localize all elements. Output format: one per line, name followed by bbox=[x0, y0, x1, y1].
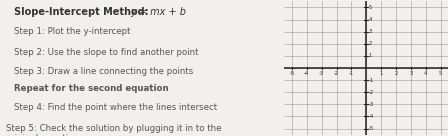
Text: -3: -3 bbox=[369, 102, 374, 107]
Text: Step 2: Use the slope to find another point: Step 2: Use the slope to find another po… bbox=[14, 48, 198, 57]
Text: Step 4: Find the point where the lines intersect: Step 4: Find the point where the lines i… bbox=[14, 103, 217, 112]
Text: 4: 4 bbox=[369, 17, 372, 22]
Text: 2: 2 bbox=[369, 41, 372, 46]
Text: 5: 5 bbox=[439, 71, 442, 76]
Text: 1: 1 bbox=[379, 71, 383, 76]
Text: 3: 3 bbox=[409, 71, 413, 76]
Text: -1: -1 bbox=[349, 71, 354, 76]
Text: Slope-Intercept Method:: Slope-Intercept Method: bbox=[14, 7, 149, 17]
Text: -3: -3 bbox=[319, 71, 324, 76]
Text: -4: -4 bbox=[304, 71, 310, 76]
Text: -2: -2 bbox=[369, 90, 374, 95]
Text: 5: 5 bbox=[369, 5, 372, 10]
Text: Step 5: Check the solution by plugging it in to the
original equations: Step 5: Check the solution by plugging i… bbox=[6, 124, 221, 136]
Text: 1: 1 bbox=[369, 53, 372, 58]
Text: Step 3: Draw a line connecting the points: Step 3: Draw a line connecting the point… bbox=[14, 67, 194, 76]
Text: -4: -4 bbox=[369, 114, 374, 119]
Text: -5: -5 bbox=[289, 71, 294, 76]
Text: 4: 4 bbox=[424, 71, 427, 76]
Text: Repeat for the second equation: Repeat for the second equation bbox=[14, 84, 169, 93]
Text: -2: -2 bbox=[334, 71, 339, 76]
Text: 2: 2 bbox=[394, 71, 398, 76]
Text: Step 1: Plot the y-intercept: Step 1: Plot the y-intercept bbox=[14, 27, 131, 36]
Text: 3: 3 bbox=[369, 29, 372, 34]
Text: y = mx + b: y = mx + b bbox=[130, 7, 186, 17]
Text: -1: -1 bbox=[369, 78, 374, 83]
Text: -5: -5 bbox=[369, 126, 374, 131]
